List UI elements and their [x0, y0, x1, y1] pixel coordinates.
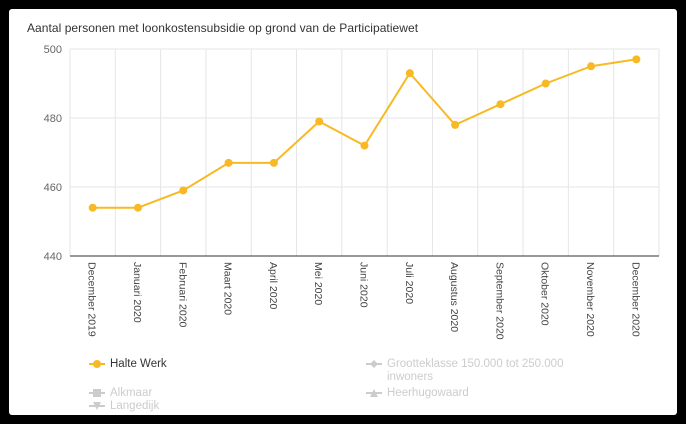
legend-diamond-icon	[366, 358, 382, 370]
line-chart: 440 460 480 500 December 2019 Januari 2020 Feb…	[44, 44, 660, 340]
series-line	[92, 58, 637, 209]
data-point	[541, 79, 550, 88]
legend-label: Langedijk	[110, 400, 160, 412]
data-point	[405, 69, 414, 78]
data-point	[632, 55, 641, 64]
x-tick-label: April 2020	[267, 262, 279, 309]
x-tick-label: December 2020	[629, 262, 641, 337]
data-point	[496, 100, 505, 109]
legend-label: Halte Werk	[110, 358, 167, 370]
y-tick-label: 500	[44, 44, 62, 56]
data-point	[88, 203, 97, 212]
chart-title: Aantal personen met loonkostensubsidie o…	[27, 21, 419, 35]
legend-triangle-icon	[366, 387, 382, 399]
data-point	[360, 141, 369, 150]
legend-triangle-down-icon	[89, 400, 105, 412]
legend-item-halte-werk[interactable]: Halte Werk	[89, 358, 289, 371]
x-tick-label: Maart 2020	[222, 262, 234, 315]
x-tick-label: Mei 2020	[312, 262, 324, 305]
legend-circle-icon	[89, 358, 105, 370]
x-tick-label: November 2020	[584, 262, 596, 337]
data-point	[269, 158, 278, 167]
x-tick-label: Januari 2020	[131, 262, 143, 323]
data-point	[315, 117, 324, 126]
y-tick-label: 460	[44, 182, 62, 194]
y-tick-label: 440	[44, 251, 62, 263]
x-tick-label: Augustus 2020	[448, 262, 460, 332]
x-tick-label: Juni 2020	[358, 262, 370, 308]
data-point	[179, 186, 188, 195]
legend-label: Heerhugowaard	[387, 387, 469, 399]
legend-item-heerhugowaard[interactable]: Heerhugowaard	[366, 387, 581, 400]
data-point	[224, 158, 233, 167]
data-point	[133, 203, 142, 212]
chart-card: Aantal personen met loonkostensubsidie o…	[9, 9, 677, 415]
x-tick-label: Oktober 2020	[539, 262, 551, 326]
data-point	[587, 62, 596, 71]
legend-item-grootteklasse[interactable]: Grootteklasse 150.000 tot 250.000 inwone…	[366, 358, 581, 384]
x-tick-label: December 2019	[86, 262, 98, 337]
legend-item-alkmaar[interactable]: Alkmaar	[89, 387, 289, 400]
x-tick-label: Juli 2020	[403, 262, 415, 304]
legend-label: Grootteklasse 150.000 tot 250.000 inwone…	[387, 358, 564, 383]
legend-item-langedijk[interactable]: Langedijk	[89, 400, 289, 413]
legend-square-icon	[89, 387, 105, 399]
x-tick-label: September 2020	[493, 262, 505, 340]
x-tick-label: Februari 2020	[176, 262, 188, 328]
chart-legend: Halte Werk Grootteklasse 150.000 tot 250…	[9, 9, 677, 415]
y-tick-label: 480	[44, 113, 62, 125]
legend-label: Alkmaar	[110, 387, 153, 399]
data-point	[451, 120, 460, 129]
